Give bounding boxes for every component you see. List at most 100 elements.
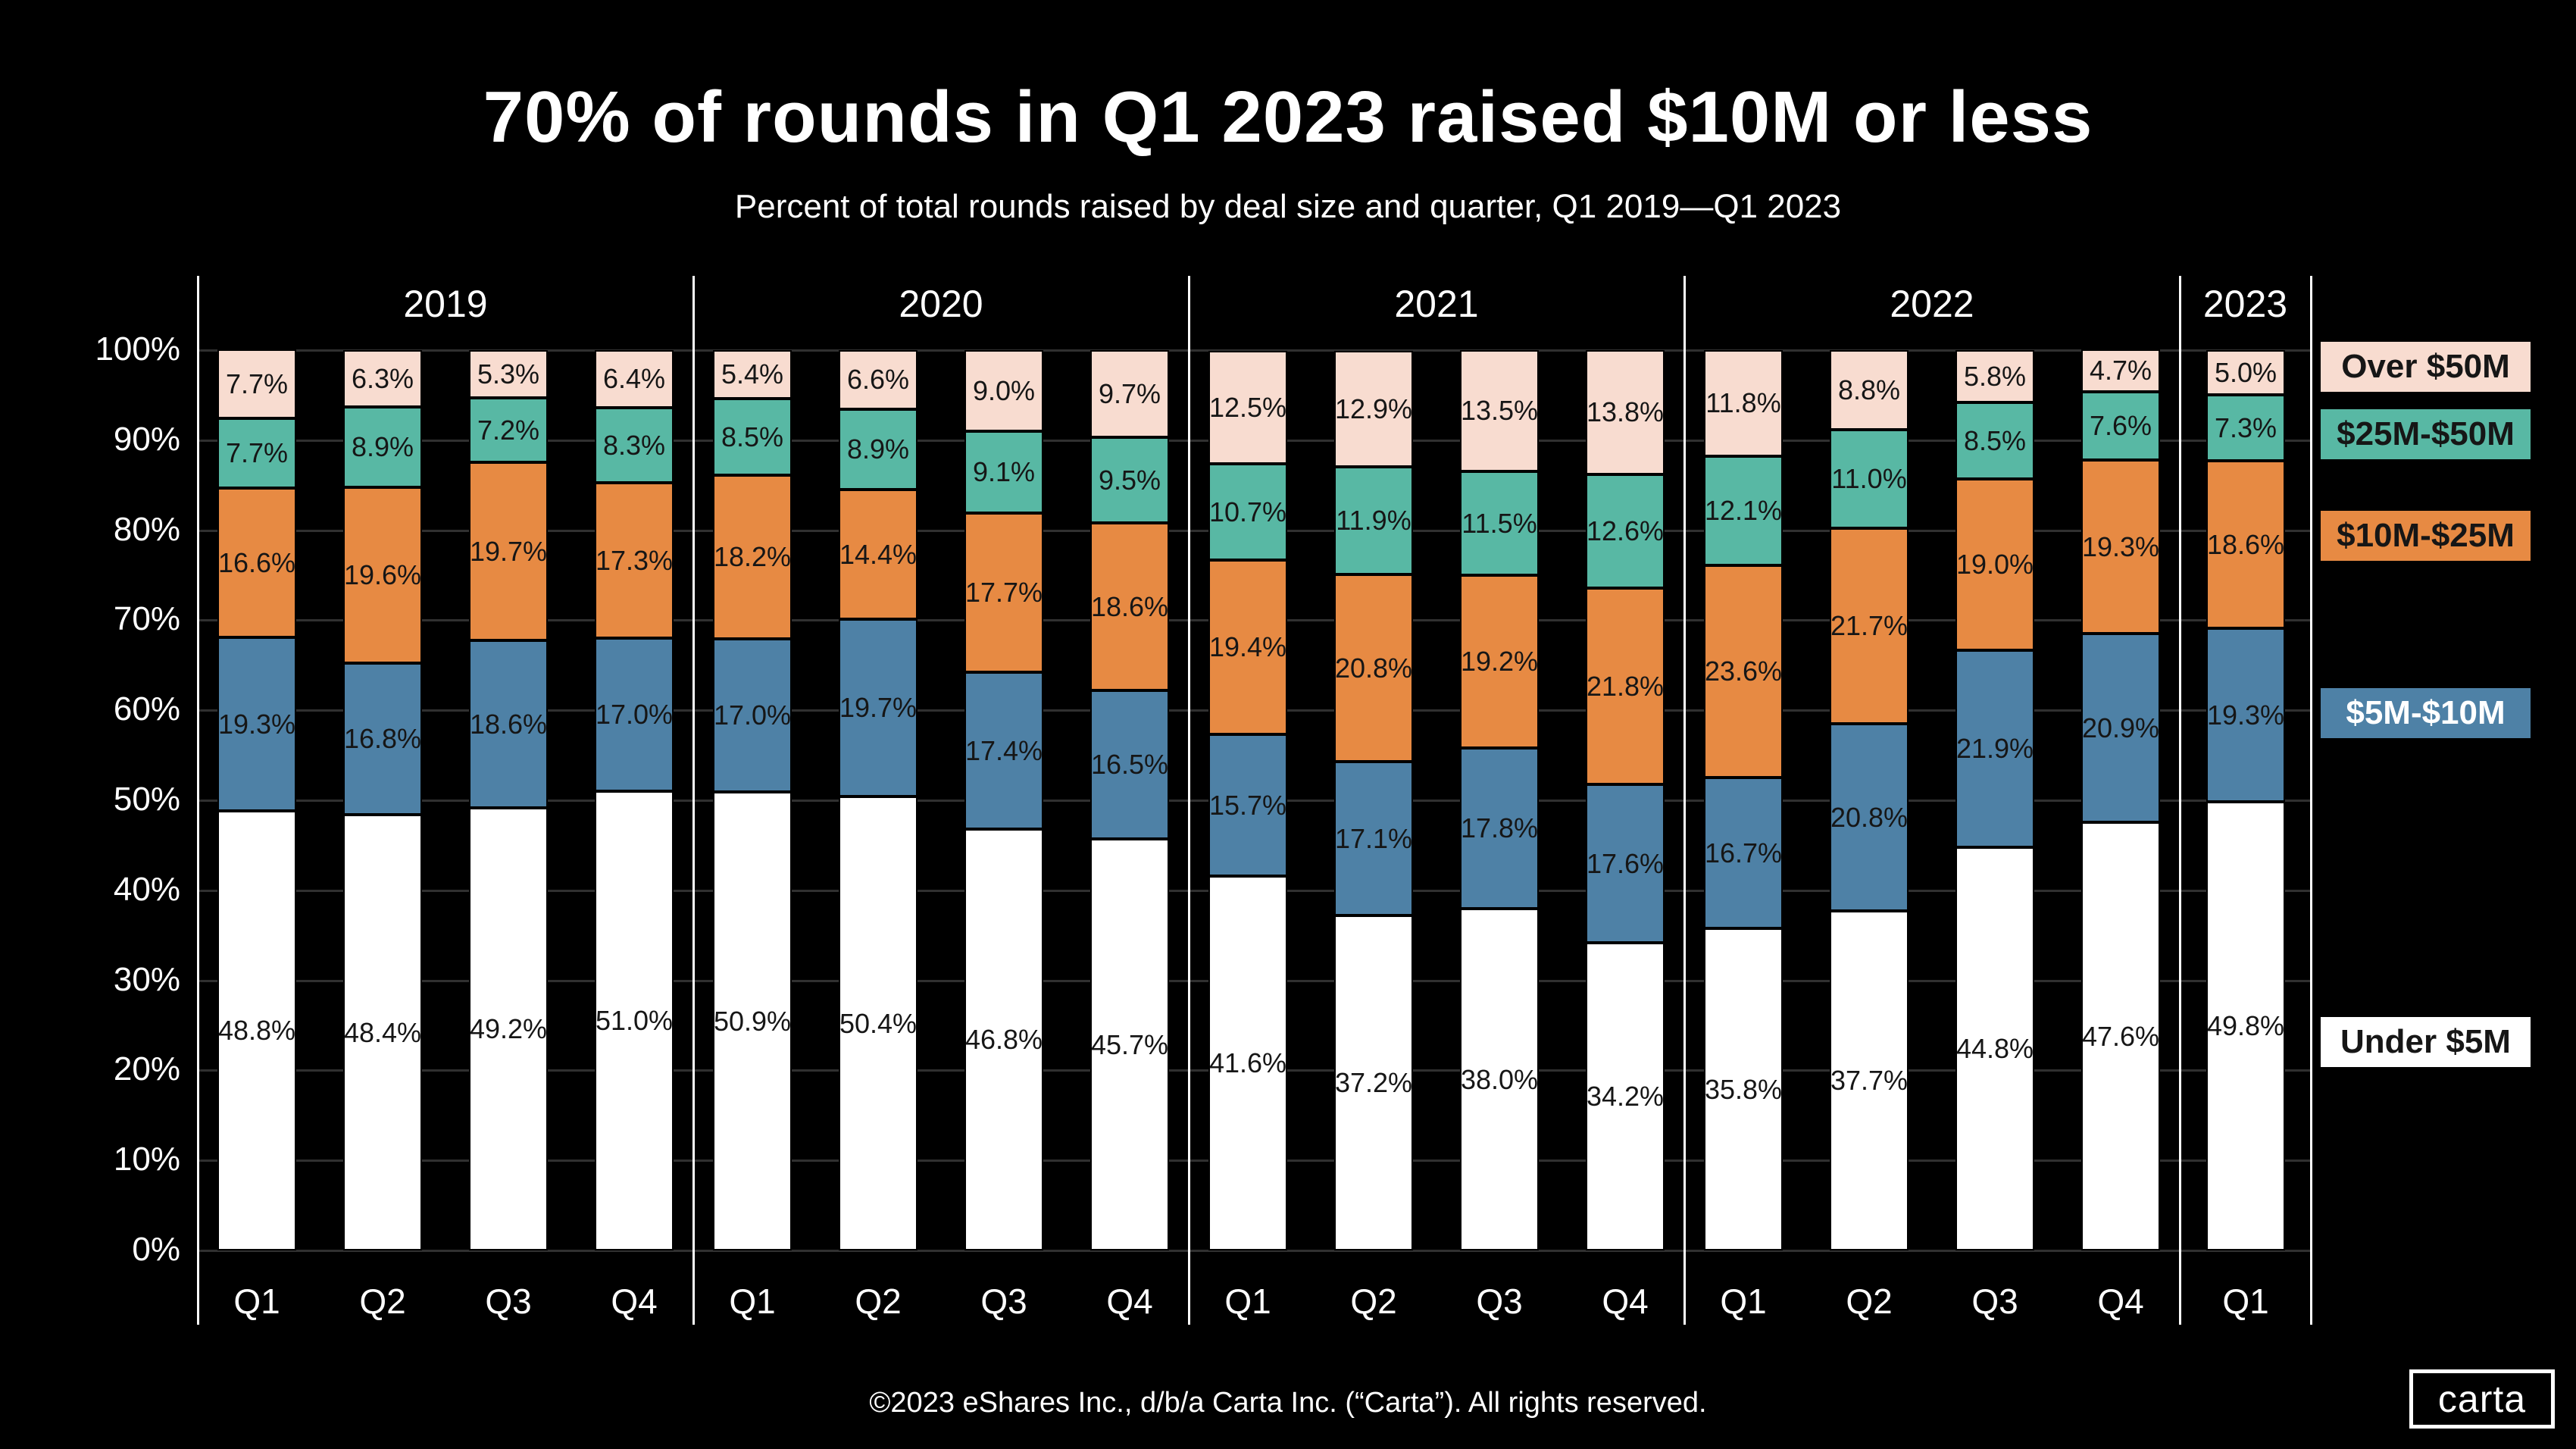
segment-value-label: 34.2% <box>1586 1081 1665 1112</box>
year-separator-4 <box>2179 276 2181 1325</box>
segment-2020-Q4-10m-25m: 18.6% <box>1090 523 1169 690</box>
bar-2022-Q3: 44.8% 21.9% 19.0% 8.5% 5.8% <box>1955 350 2034 1250</box>
bar-2022-Q2: 37.7% 20.8% 21.7% 11.0% 8.8% <box>1830 350 1909 1250</box>
segment-2019-Q2-10m-25m: 19.6% <box>343 487 422 663</box>
segment-2022-Q4-5m-10m: 20.9% <box>2081 634 2160 822</box>
segment-2019-Q4-under-5m: 51.0% <box>595 791 674 1250</box>
segment-2019-Q4-10m-25m: 17.3% <box>595 483 674 638</box>
segment-value-label: 7.7% <box>225 437 289 468</box>
year-label-2020: 2020 <box>899 283 983 325</box>
segment-2020-Q1-5m-10m: 17.0% <box>713 639 792 792</box>
segment-value-label: 35.8% <box>1704 1073 1783 1105</box>
segment-2021-Q4-under-5m: 34.2% <box>1586 943 1665 1250</box>
bar-2020-Q2: 50.4% 19.7% 14.4% 8.9% 6.6% <box>839 350 918 1250</box>
segment-2019-Q2-under-5m: 48.4% <box>343 815 422 1250</box>
legend-item--10m-25m: $10M-$25M <box>2321 511 2531 561</box>
y-axis-label-100: 100% <box>95 330 180 368</box>
x-axis-label-2022-Q1: Q1 <box>1720 1282 1767 1321</box>
segment-2022-Q1-25m-50m: 12.1% <box>1704 456 1783 565</box>
legend-item--25m-50m: $25M-$50M <box>2321 409 2531 459</box>
segment-2019-Q3-under-5m: 49.2% <box>469 808 548 1250</box>
segment-value-label: 38.0% <box>1460 1063 1539 1095</box>
segment-value-label: 17.1% <box>1334 822 1413 854</box>
segment-value-label: 5.8% <box>1963 360 2027 392</box>
year-label-2022: 2022 <box>1890 283 1974 325</box>
segment-2019-Q1-under-5m: 48.8% <box>217 811 296 1250</box>
segment-2020-Q4-over-50m: 9.7% <box>1090 350 1169 437</box>
segment-2019-Q4-over-50m: 6.4% <box>595 350 674 408</box>
x-axis-label-2021-Q2: Q2 <box>1350 1282 1397 1321</box>
segment-2022-Q4-10m-25m: 19.3% <box>2081 460 2160 634</box>
copyright-text: ©2023 eShares Inc., d/b/a Carta Inc. (“C… <box>869 1387 1707 1419</box>
segment-value-label: 50.9% <box>713 1005 792 1037</box>
x-axis-label-2019-Q3: Q3 <box>485 1282 532 1321</box>
segment-value-label: 4.7% <box>2089 355 2152 386</box>
segment-value-label: 19.7% <box>469 535 548 567</box>
segment-2019-Q4-25m-50m: 8.3% <box>595 408 674 483</box>
segment-2020-Q3-10m-25m: 17.7% <box>964 513 1043 672</box>
segment-value-label: 19.4% <box>1208 631 1287 662</box>
segment-2020-Q3-25m-50m: 9.1% <box>964 431 1043 513</box>
segment-value-label: 12.6% <box>1586 515 1665 546</box>
page-subtitle: Percent of total rounds raised by deal s… <box>734 188 1842 225</box>
y-axis-label-20: 20% <box>113 1050 180 1088</box>
segment-value-label: 44.8% <box>1955 1033 2034 1064</box>
segment-2022-Q2-5m-10m: 20.8% <box>1830 724 1909 911</box>
segment-2020-Q2-5m-10m: 19.7% <box>839 619 918 796</box>
segment-2021-Q3-under-5m: 38.0% <box>1460 909 1539 1250</box>
x-axis-label-2023-Q1: Q1 <box>2222 1282 2269 1321</box>
segment-2021-Q2-over-50m: 12.9% <box>1334 351 1413 467</box>
segment-value-label: 8.9% <box>846 433 910 465</box>
segment-value-label: 21.8% <box>1586 670 1665 702</box>
segment-2019-Q1-25m-50m: 7.7% <box>217 418 296 488</box>
segment-value-label: 6.3% <box>351 362 414 394</box>
gridline-0 <box>198 1250 2311 1252</box>
bar-2021-Q1: 41.6% 15.7% 19.4% 10.7% 12.5% <box>1208 350 1287 1250</box>
year-label-2021: 2021 <box>1394 283 1479 325</box>
segment-value-label: 18.6% <box>469 708 548 740</box>
segment-value-label: 8.5% <box>721 421 784 452</box>
segment-value-label: 46.8% <box>964 1024 1043 1055</box>
segment-2022-Q1-5m-10m: 16.7% <box>1704 778 1783 928</box>
segment-2019-Q3-5m-10m: 18.6% <box>469 640 548 808</box>
bar-2019-Q2: 48.4% 16.8% 19.6% 8.9% 6.3% <box>343 350 422 1250</box>
segment-value-label: 9.1% <box>972 456 1036 487</box>
segment-value-label: 16.8% <box>343 723 422 754</box>
page-title: 70% of rounds in Q1 2023 raised $10M or … <box>483 77 2093 158</box>
y-axis-label-80: 80% <box>113 510 180 548</box>
segment-value-label: 8.5% <box>1963 424 2027 456</box>
segment-value-label: 19.7% <box>839 692 918 723</box>
segment-2022-Q4-25m-50m: 7.6% <box>2081 392 2160 460</box>
segment-value-label: 19.3% <box>2206 699 2285 731</box>
segment-2019-Q4-5m-10m: 17.0% <box>595 638 674 791</box>
x-axis-label-2020-Q2: Q2 <box>855 1282 902 1321</box>
segment-2021-Q1-5m-10m: 15.7% <box>1208 734 1287 876</box>
segment-2022-Q2-25m-50m: 11.0% <box>1830 430 1909 528</box>
segment-value-label: 6.6% <box>846 364 910 395</box>
year-separator-1 <box>692 276 695 1325</box>
segment-value-label: 37.7% <box>1830 1065 1909 1096</box>
x-axis-label-2019-Q1: Q1 <box>233 1282 280 1321</box>
segment-value-label: 18.6% <box>2206 528 2285 560</box>
year-label-2023: 2023 <box>2202 283 2288 325</box>
segment-2020-Q2-over-50m: 6.6% <box>839 350 918 409</box>
x-axis-label-2019-Q4: Q4 <box>611 1282 658 1321</box>
legend-item--5m-10m: $5M-$10M <box>2321 688 2531 738</box>
year-separator-2 <box>1188 276 1190 1325</box>
segment-2021-Q2-5m-10m: 17.1% <box>1334 762 1413 915</box>
x-axis-label-2022-Q2: Q2 <box>1846 1282 1893 1321</box>
segment-2021-Q3-5m-10m: 17.8% <box>1460 748 1539 909</box>
segment-value-label: 12.5% <box>1208 391 1287 423</box>
bar-2021-Q2: 37.2% 17.1% 20.8% 11.9% 12.9% <box>1334 350 1413 1250</box>
segment-value-label: 16.7% <box>1704 837 1783 868</box>
y-axis-label-0: 0% <box>132 1231 180 1268</box>
bar-2019-Q1: 48.8% 19.3% 16.6% 7.7% 7.7% <box>217 349 296 1250</box>
bar-2022-Q4: 47.6% 20.9% 19.3% 7.6% 4.7% <box>2081 349 2160 1250</box>
segment-value-label: 19.3% <box>2081 530 2160 562</box>
segment-2020-Q2-under-5m: 50.4% <box>839 796 918 1250</box>
segment-value-label: 16.6% <box>217 546 296 578</box>
segment-2022-Q3-10m-25m: 19.0% <box>1955 479 2034 650</box>
segment-2021-Q4-10m-25m: 21.8% <box>1586 588 1665 784</box>
segment-value-label: 17.0% <box>713 699 792 731</box>
y-axis-label-40: 40% <box>113 870 180 908</box>
